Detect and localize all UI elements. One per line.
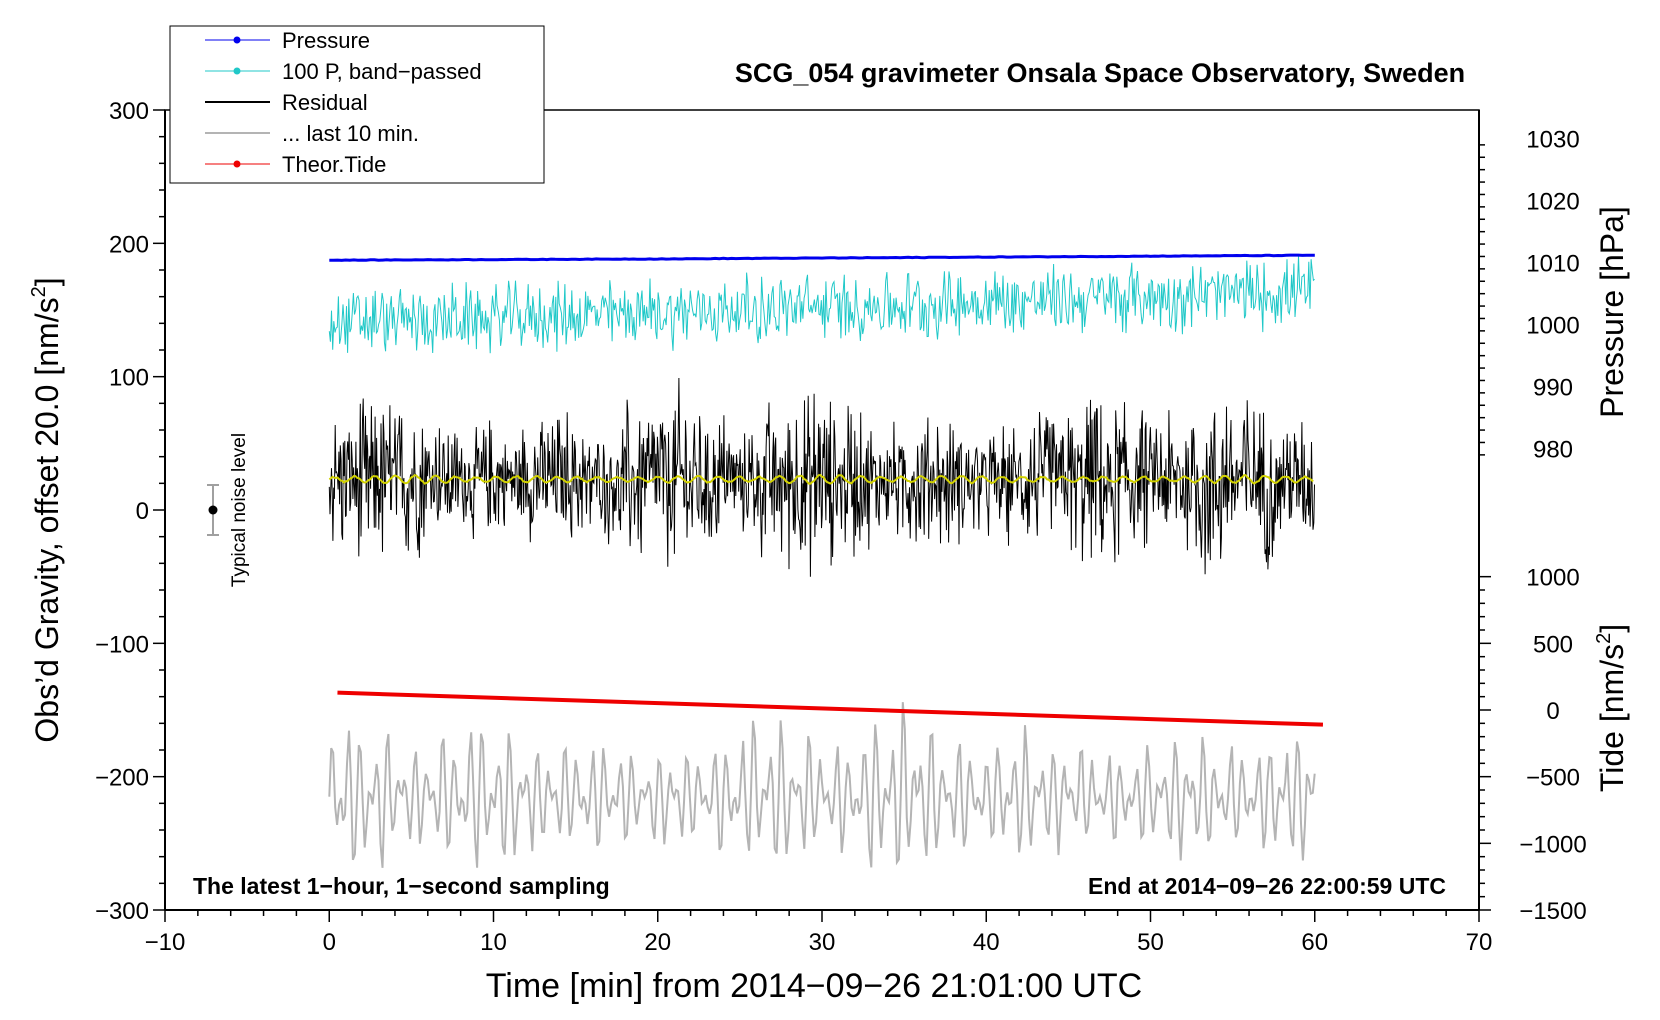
annotation-sampling: The latest 1−hour, 1−second sampling: [193, 873, 610, 899]
pressure-tick-label: 1030: [1526, 127, 1579, 154]
legend-label-pressure: Pressure: [282, 28, 370, 53]
annotation-end-time: End at 2014−09−26 22:00:59 UTC: [1088, 873, 1446, 899]
y-axis-label-left-text: Obs’d Gravity, offset 20.0 [nm/s: [29, 297, 65, 742]
legend: Pressure 100 P, band−passed Residual ...…: [169, 25, 545, 184]
series-pressure-line: [329, 253, 1315, 262]
axes-layer: −10 0 10 20 30 40 50 60 70−300−200−1000100200300…: [95, 98, 1587, 956]
legend-entry-bandpass: 100 P, band−passed: [205, 59, 482, 84]
legend-marker-tide: [233, 160, 241, 168]
pressure-tick-label: 1010: [1526, 251, 1579, 278]
pressure-tick-label: 980: [1533, 437, 1573, 464]
x-tick-label: 70: [1466, 929, 1493, 956]
y-axis-label-tide-text: Tide [nm/s: [1594, 644, 1630, 792]
y-axis-label-left-end: ]: [29, 277, 65, 286]
pressure-tick-label: 1020: [1526, 189, 1579, 216]
series-tide-line: [337, 690, 1324, 727]
x-tick-label: −10: [145, 929, 186, 956]
x-tick-label: 40: [973, 929, 1000, 956]
y-axis-label-pressure: Pressure [hPa]: [1594, 206, 1630, 418]
y-tick-label: 300: [109, 98, 149, 125]
y-axis-label-left-sup: 2: [28, 286, 50, 297]
x-tick-label: 10: [480, 929, 507, 956]
y-tick-label: 100: [109, 365, 149, 392]
series-smoothed-line: [328, 473, 1314, 485]
legend-label-residual: Residual: [282, 90, 368, 115]
x-tick-label: 20: [644, 929, 671, 956]
series-residual-line: [328, 377, 1315, 577]
tide-tick-label: −500: [1526, 765, 1580, 792]
y-tick-label: −200: [95, 765, 149, 792]
legend-box: [169, 25, 545, 184]
x-tick-label: 30: [809, 929, 836, 956]
noise-indicator: Typical noise level: [207, 433, 250, 587]
noise-marker-dot: [208, 505, 218, 515]
tide-tick-label: 1000: [1526, 565, 1579, 592]
legend-entry-residual: Residual: [205, 90, 368, 115]
tide-tick-label: −1500: [1519, 898, 1586, 925]
tide-tick-label: −1000: [1519, 831, 1586, 858]
y-axis-label-tide-sup: 2: [1593, 633, 1615, 644]
legend-label-last10: ... last 10 min.: [282, 121, 419, 146]
legend-marker-bandpass: [233, 67, 241, 75]
legend-label-bandpass: 100 P, band−passed: [282, 59, 482, 84]
x-tick-label: 0: [323, 929, 336, 956]
y-axis-label-left: Obs’d Gravity, offset 20.0 [nm/s2]: [28, 277, 65, 742]
y-tick-label: −300: [95, 898, 149, 925]
series-bandpass-line: [328, 256, 1315, 354]
pressure-tick-label: 990: [1533, 375, 1573, 402]
legend-label-tide: Theor.Tide: [282, 152, 386, 177]
y-axis-label-tide: Tide [nm/s2]: [1593, 624, 1630, 792]
chart-title: SCG_054 gravimeter Onsala Space Observat…: [735, 58, 1465, 88]
legend-marker-pressure: [233, 36, 241, 44]
legend-entry-pressure: Pressure: [205, 28, 370, 53]
noise-label: Typical noise level: [229, 433, 250, 587]
series-layer: [328, 253, 1324, 868]
y-tick-label: 0: [136, 498, 149, 525]
x-tick-label: 60: [1301, 929, 1328, 956]
legend-entry-last10: ... last 10 min.: [205, 121, 419, 146]
x-tick-label: 50: [1137, 929, 1164, 956]
legend-entry-tide: Theor.Tide: [205, 152, 386, 177]
x-axis-label: Time [min] from 2014−09−26 21:01:00 UTC: [486, 967, 1142, 1005]
y-tick-label: 200: [109, 231, 149, 258]
tide-tick-label: 500: [1533, 631, 1573, 658]
y-tick-label: −100: [95, 631, 149, 658]
y-axis-label-tide-end: ]: [1594, 624, 1630, 633]
pressure-tick-label: 1000: [1526, 313, 1579, 340]
tide-tick-label: 0: [1546, 698, 1559, 725]
series-last10-line: [328, 702, 1316, 868]
